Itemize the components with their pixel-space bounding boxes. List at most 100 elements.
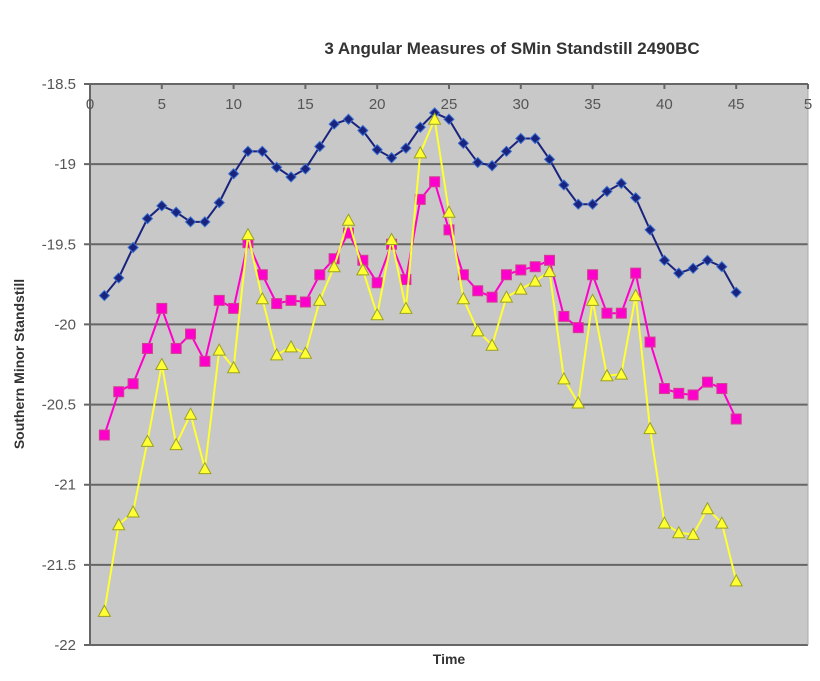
data-point [686, 527, 700, 540]
data-point [500, 145, 513, 158]
data-point [601, 185, 613, 198]
data-point [615, 307, 627, 319]
x-tick-label: 0 [86, 96, 94, 113]
data-point [371, 144, 383, 156]
data-point [227, 168, 240, 180]
data-point [226, 360, 241, 374]
data-point [242, 145, 254, 158]
data-point [443, 113, 455, 125]
data-point [399, 301, 413, 314]
y-tick-label: -21.5 [42, 557, 76, 574]
data-point [729, 573, 744, 587]
data-point [199, 355, 211, 367]
data-point [284, 339, 298, 353]
data-point [716, 261, 728, 273]
data-point [312, 293, 327, 306]
data-point [644, 336, 656, 348]
data-point [341, 213, 356, 226]
data-point [141, 212, 154, 225]
data-point [499, 290, 514, 303]
data-point [271, 298, 283, 310]
data-point [127, 378, 139, 390]
y-tick-label: -20.5 [42, 397, 76, 414]
data-point [529, 261, 541, 273]
x-axis-label: Time [433, 651, 466, 667]
data-point [370, 307, 385, 321]
data-point [255, 291, 270, 305]
data-point [429, 176, 441, 188]
data-point [241, 227, 255, 241]
data-point [170, 206, 182, 218]
data-point [213, 294, 225, 306]
data-point [400, 142, 412, 154]
data-point [184, 216, 197, 228]
series-1 [98, 107, 742, 302]
data-point [657, 516, 672, 529]
data-point [587, 269, 599, 281]
data-point [140, 434, 155, 447]
data-point [427, 112, 442, 125]
x-tick-label: 35 [584, 96, 601, 113]
data-point [113, 272, 125, 284]
data-point [357, 124, 369, 137]
data-point [314, 140, 326, 153]
data-point [544, 254, 556, 266]
x-tick-label: 5 [158, 96, 166, 113]
data-point [586, 198, 599, 210]
series-2 [98, 176, 742, 441]
data-point [557, 371, 571, 385]
data-point [542, 264, 557, 278]
data-point [111, 517, 126, 531]
data-point [673, 267, 685, 279]
y-tick-label: -19 [54, 156, 76, 173]
data-point [515, 264, 527, 276]
data-point [528, 274, 543, 287]
data-point [658, 254, 671, 267]
data-point [572, 322, 584, 334]
data-point [730, 286, 742, 299]
data-point [154, 357, 169, 370]
data-point [701, 376, 713, 388]
data-point [716, 383, 728, 395]
data-point [384, 232, 399, 245]
x-tick-label: 30 [512, 96, 529, 113]
data-point [687, 389, 699, 401]
data-point [355, 262, 370, 276]
data-point [443, 224, 455, 236]
data-point [98, 429, 110, 441]
data-point [673, 387, 685, 399]
data-point [658, 383, 670, 395]
data-point [285, 171, 297, 183]
data-point [299, 163, 312, 175]
data-point [212, 343, 227, 356]
data-point [270, 161, 283, 174]
data-point [629, 192, 642, 204]
y-tick-label: -22 [54, 637, 76, 654]
x-tick-label: 10 [225, 96, 242, 113]
data-point [513, 282, 528, 295]
y-tick-label: -20 [54, 316, 76, 333]
data-point [529, 132, 541, 145]
data-point [98, 289, 111, 302]
data-point [269, 347, 284, 361]
data-point [644, 224, 656, 236]
x-tick-label: 5 [804, 96, 812, 113]
data-point [126, 504, 140, 518]
data-point [687, 262, 699, 275]
data-point [198, 461, 212, 475]
y-tick-label: -21 [54, 477, 76, 494]
data-point [615, 177, 628, 190]
data-point [169, 437, 184, 451]
data-point [127, 241, 139, 254]
data-point [701, 254, 714, 267]
x-tick-label: 45 [728, 96, 745, 113]
x-tick-label: 15 [297, 96, 314, 113]
data-point [183, 407, 198, 420]
data-point [543, 153, 556, 166]
y-axis-label: Southern Minor Standstill [11, 279, 27, 449]
data-point [371, 277, 383, 289]
data-point [585, 293, 600, 306]
data-point [156, 302, 168, 314]
data-point [485, 338, 499, 351]
data-point [515, 132, 527, 145]
